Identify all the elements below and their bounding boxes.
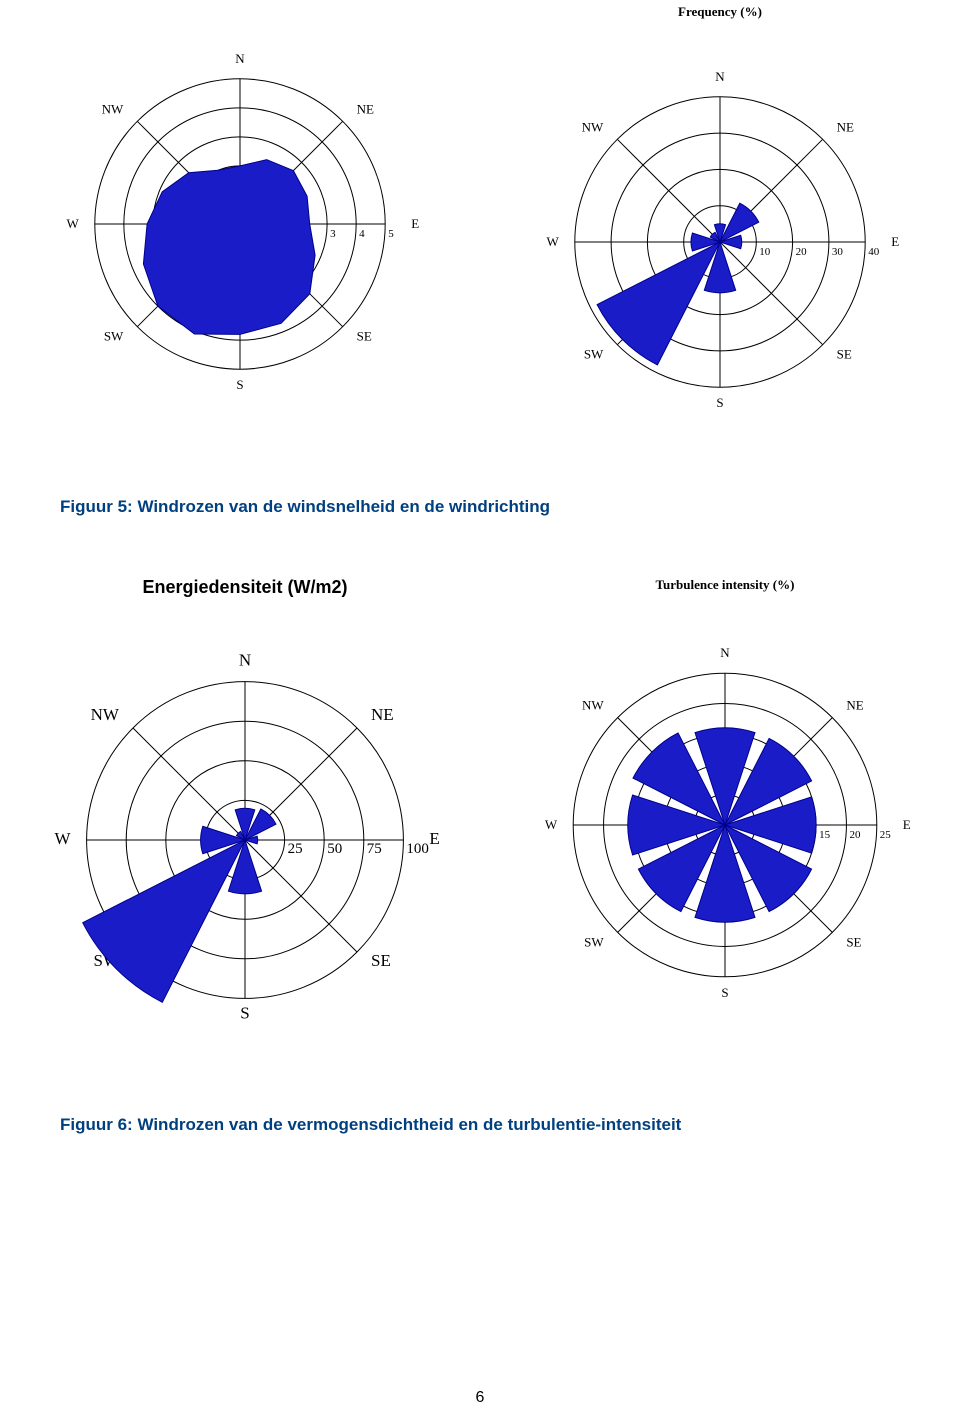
svg-text:N: N <box>715 69 725 84</box>
svg-text:NE: NE <box>357 101 374 116</box>
svg-text:20: 20 <box>796 246 808 258</box>
turbulence-chart: N NE E SE S SW W NW 15 20 25 <box>495 595 955 1055</box>
svg-text:S: S <box>240 1003 249 1022</box>
energy-title: Energiedensiteit (W/m2) <box>5 577 485 598</box>
svg-text:E: E <box>903 817 911 832</box>
svg-text:W: W <box>545 817 558 832</box>
svg-text:E: E <box>411 216 419 231</box>
energy-chart-wrap: Energiedensiteit (W/m2) NNEESESSWWNW2550… <box>5 577 485 1085</box>
svg-text:N: N <box>239 651 251 670</box>
turbulence-title: Turbulence intensity (%) <box>495 577 955 593</box>
svg-text:25: 25 <box>880 829 892 841</box>
svg-text:75: 75 <box>367 841 382 857</box>
wind-speed-chart: N NE E SE S SW W NW 3 4 5 <box>20 4 460 444</box>
svg-text:S: S <box>721 985 728 1000</box>
svg-text:NW: NW <box>582 698 604 713</box>
svg-text:SE: SE <box>837 347 852 362</box>
svg-text:E: E <box>891 234 899 249</box>
wind-speed-chart-wrap: N NE E SE S SW W NW 3 4 5 <box>20 4 460 467</box>
svg-text:100: 100 <box>406 841 429 857</box>
caption-fig5: Figuur 5: Windrozen van de windsnelheid … <box>60 497 960 517</box>
svg-text:NE: NE <box>837 119 854 134</box>
svg-text:SE: SE <box>846 934 861 949</box>
svg-text:25: 25 <box>288 841 303 857</box>
page-number: 6 <box>476 1389 485 1407</box>
svg-text:10: 10 <box>759 246 771 258</box>
energy-chart: NNEESESSWWNW255075100 <box>5 600 485 1080</box>
page: NNEESESSWWNW345 Frequency (%) NNEESESSWW… <box>0 4 960 1427</box>
svg-text:5: 5 <box>388 228 394 240</box>
svg-text:NW: NW <box>582 119 604 134</box>
svg-text:4: 4 <box>359 228 365 240</box>
svg-text:NE: NE <box>371 705 394 724</box>
svg-text:W: W <box>547 234 560 249</box>
svg-text:NW: NW <box>91 705 120 724</box>
svg-text:SE: SE <box>357 329 372 344</box>
svg-text:3: 3 <box>330 228 336 240</box>
svg-text:SW: SW <box>584 347 604 362</box>
svg-text:50: 50 <box>327 841 342 857</box>
svg-text:30: 30 <box>832 246 844 258</box>
svg-text:S: S <box>236 377 243 392</box>
caption-fig6: Figuur 6: Windrozen van de vermogensdich… <box>60 1115 960 1135</box>
svg-text:20: 20 <box>849 829 861 841</box>
svg-text:SE: SE <box>371 951 391 970</box>
svg-text:40: 40 <box>868 246 880 258</box>
svg-text:E: E <box>429 829 439 848</box>
frequency-title: Frequency (%) <box>500 4 940 20</box>
svg-text:N: N <box>235 51 245 66</box>
svg-text:N: N <box>720 645 730 660</box>
svg-text:SW: SW <box>104 329 124 344</box>
frequency-chart: N NE E SE S SW W NW 10 20 30 40 <box>500 22 940 462</box>
svg-text:SW: SW <box>584 934 604 949</box>
frequency-chart-wrap: Frequency (%) N NE E SE S SW W NW 10 20 30 40 <box>500 4 940 467</box>
svg-text:S: S <box>716 395 723 410</box>
svg-text:NW: NW <box>102 101 124 116</box>
turbulence-chart-wrap: Turbulence intensity (%) N NE E SE S SW W NW 15 2… <box>495 577 955 1085</box>
svg-text:W: W <box>67 216 80 231</box>
svg-text:W: W <box>55 829 72 848</box>
svg-text:NE: NE <box>846 698 863 713</box>
svg-text:15: 15 <box>819 829 831 841</box>
